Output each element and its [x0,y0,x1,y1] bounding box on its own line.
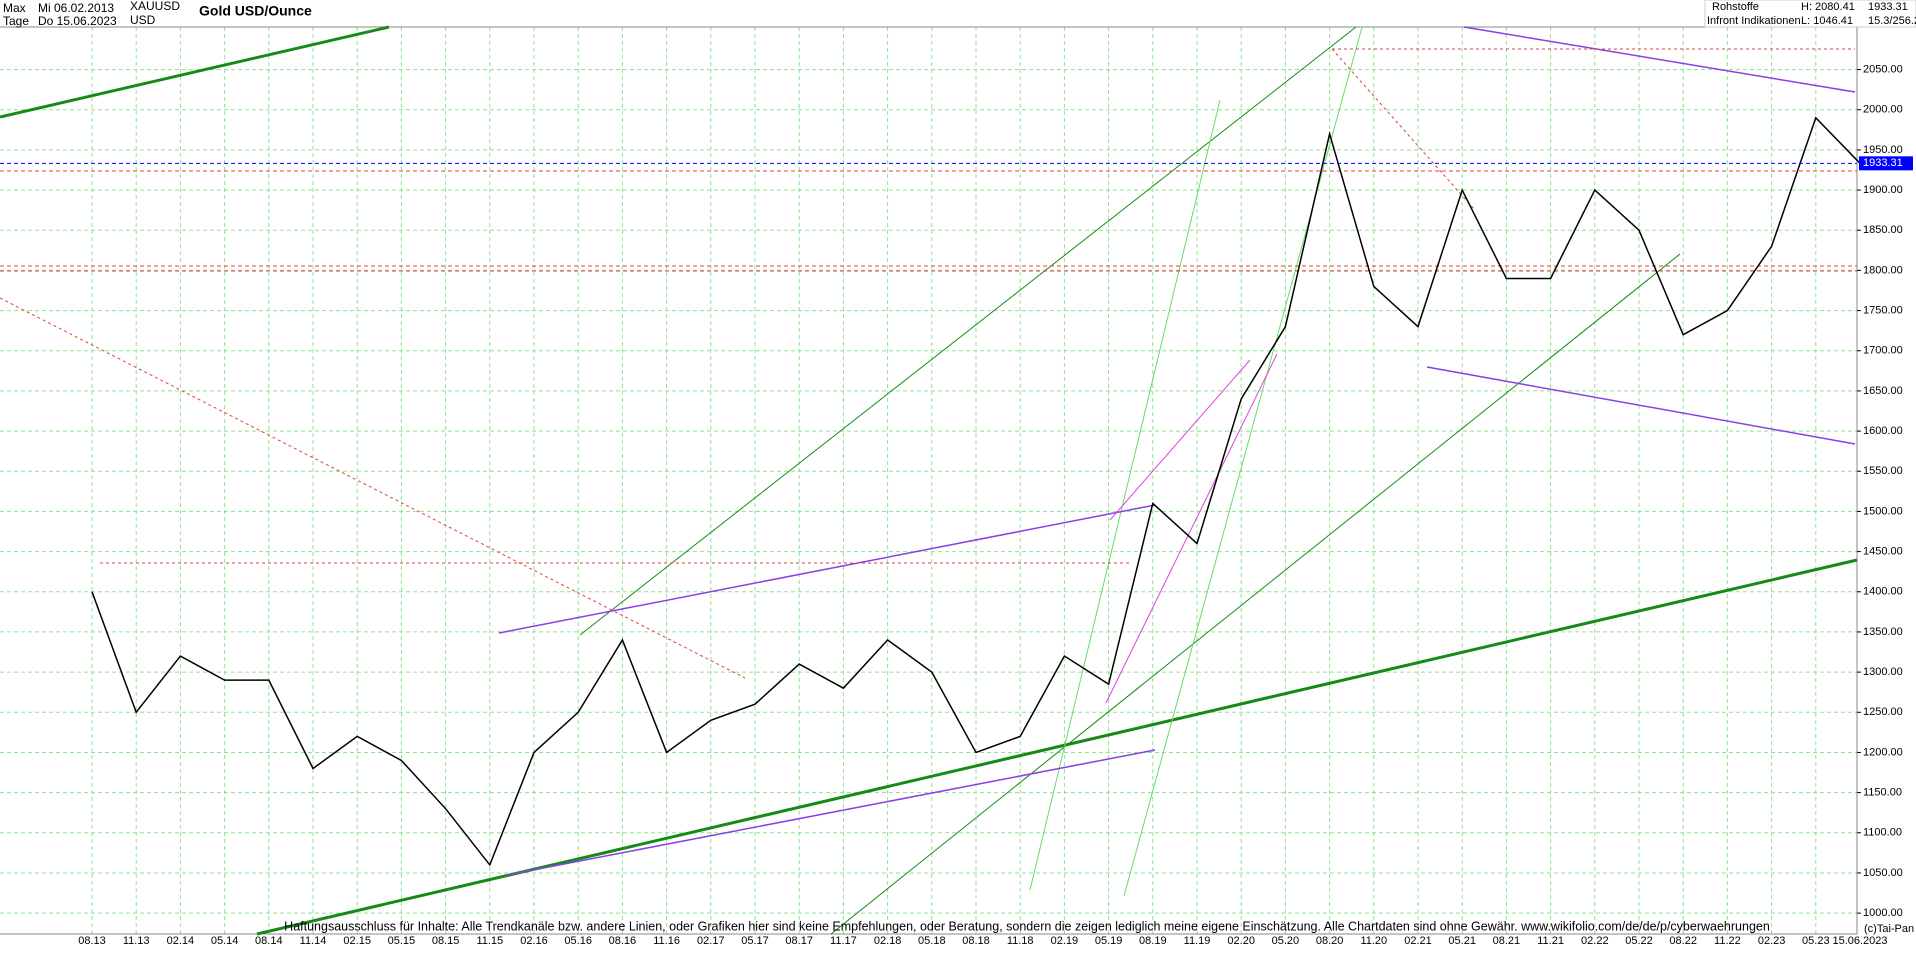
trend-line [506,749,1156,876]
currency: USD [130,13,156,27]
x-tick-label: 11.13 [123,935,150,947]
x-tick-label: 02.19 [1051,935,1079,947]
x-tick-label: 08.17 [785,935,813,947]
x-tick-label: 02.22 [1581,935,1609,947]
trend-line [579,26,1357,636]
y-tick-label: 1950.00 [1863,144,1903,156]
y-tick-label: 1200.00 [1863,746,1903,758]
group: Rohstoffe [1712,1,1759,13]
x-tick-label: 02.18 [874,935,902,947]
period[interactable]: Tage [3,14,29,28]
x-tick-label: 08.18 [962,935,990,947]
y-tick-label: 1300.00 [1863,666,1903,678]
last-price-box [1859,156,1913,171]
x-tick-label: 08.22 [1669,935,1697,947]
x-tick-label: 02.14 [167,935,195,947]
trend-line [0,297,746,679]
trend-lines [0,25,1858,936]
y-tick-label: 2000.00 [1863,104,1903,116]
y-tick-label: 1050.00 [1863,867,1903,879]
y-tick-label: 1500.00 [1863,505,1903,517]
x-tick-label: 02.17 [697,935,725,947]
x-tick-label: 05.15 [388,935,416,947]
price-line [91,116,1861,867]
trend-line [830,253,1681,935]
trend-line [1109,359,1251,521]
y-tick-label: 1150.00 [1863,787,1902,799]
x-tick-label: 11.22 [1714,935,1741,947]
x-tick-label: 05.20 [1272,935,1300,947]
y-tick-label: 1350.00 [1863,626,1903,638]
y-tick-label: 1600.00 [1863,425,1903,437]
x-tick-label: 08.14 [255,935,283,947]
range[interactable]: Max [3,1,26,15]
x-tick-label: 05.22 [1625,935,1653,947]
x-tick-label: 15.06.2023 [1832,935,1887,947]
copyright: (c)Tai-Pan [1864,923,1914,935]
trend-line [1426,366,1856,445]
x-tick-label: 08.20 [1316,935,1344,947]
x-tick-label: 11.19 [1184,935,1211,947]
x-tick-label: 11.15 [476,935,503,947]
x-tick-label: 11.21 [1537,935,1564,947]
trend-line [498,504,1156,634]
y-tick-label: 1450.00 [1863,546,1903,558]
x-tick-label: 05.21 [1448,935,1476,947]
y-tick-label: 1550.00 [1863,465,1903,477]
ratio: 15.3/256.2 [1868,15,1916,27]
x-tick-label: 08.19 [1139,935,1167,947]
x-tick-label: 05.19 [1095,935,1123,947]
x-tick-label: 02.20 [1227,935,1255,947]
info-panel [1704,0,1916,28]
x-tick-label: 08.21 [1493,935,1521,947]
symbol: XAUUSD [130,0,180,13]
disclaimer: Haftungsausschluss für Inhalte: Alle Tre… [284,919,1770,933]
x-tick-label: 05.18 [918,935,946,947]
x-tick-label: 11.17 [830,935,857,947]
x-tick-label: 05.17 [741,935,769,947]
x-tick-label: 02.16 [520,935,548,947]
x-tick-label: 02.21 [1404,935,1432,947]
high: H: 2080.41 [1801,1,1855,13]
trend-line [0,25,390,119]
x-tick-label: 05.16 [564,935,592,947]
y-tick-label: 1900.00 [1863,184,1903,196]
x-tick-label: 05.23 [1802,935,1830,947]
last-price-label: 1933.31 [1863,157,1903,169]
y-tick-label: 1100.00 [1863,827,1902,839]
trend-line [1105,353,1278,704]
x-tick-label: 08.16 [609,935,637,947]
x-tick-label: 11.18 [1007,935,1034,947]
y-tick-label: 1400.00 [1863,586,1903,598]
x-tick-label: 08.13 [78,935,106,947]
last: 1933.31 [1868,1,1908,13]
chart-title: Gold USD/Ounce [199,3,312,19]
y-tick-label: 1250.00 [1863,706,1903,718]
x-tick-label: 08.15 [432,935,460,947]
y-tick-label: 1000.00 [1863,907,1903,919]
x-tick-label: 05.14 [211,935,239,947]
y-tick-label: 1650.00 [1863,385,1903,397]
x-tick-label: 11.16 [653,935,680,947]
y-tick-label: 1700.00 [1863,345,1903,357]
y-tick-label: 1800.00 [1863,264,1903,276]
trend-line [1029,99,1221,891]
y-tick-label: 2050.00 [1863,63,1903,75]
to-date: Do 15.06.2023 [38,14,117,28]
from-date: Mi 06.02.2013 [38,1,114,15]
x-tick-label: 11.20 [1360,935,1387,947]
trend-line [1123,26,1363,897]
low: L: 1046.41 [1801,15,1853,27]
y-tick-label: 1750.00 [1863,304,1903,316]
x-tick-label: 11.14 [300,935,327,947]
x-tick-label: 02.23 [1758,935,1786,947]
y-tick-label: 1850.00 [1863,224,1903,236]
x-tick-label: 02.15 [343,935,371,947]
trend-line [1463,26,1856,93]
source: Infront Indikationen [1707,15,1801,27]
